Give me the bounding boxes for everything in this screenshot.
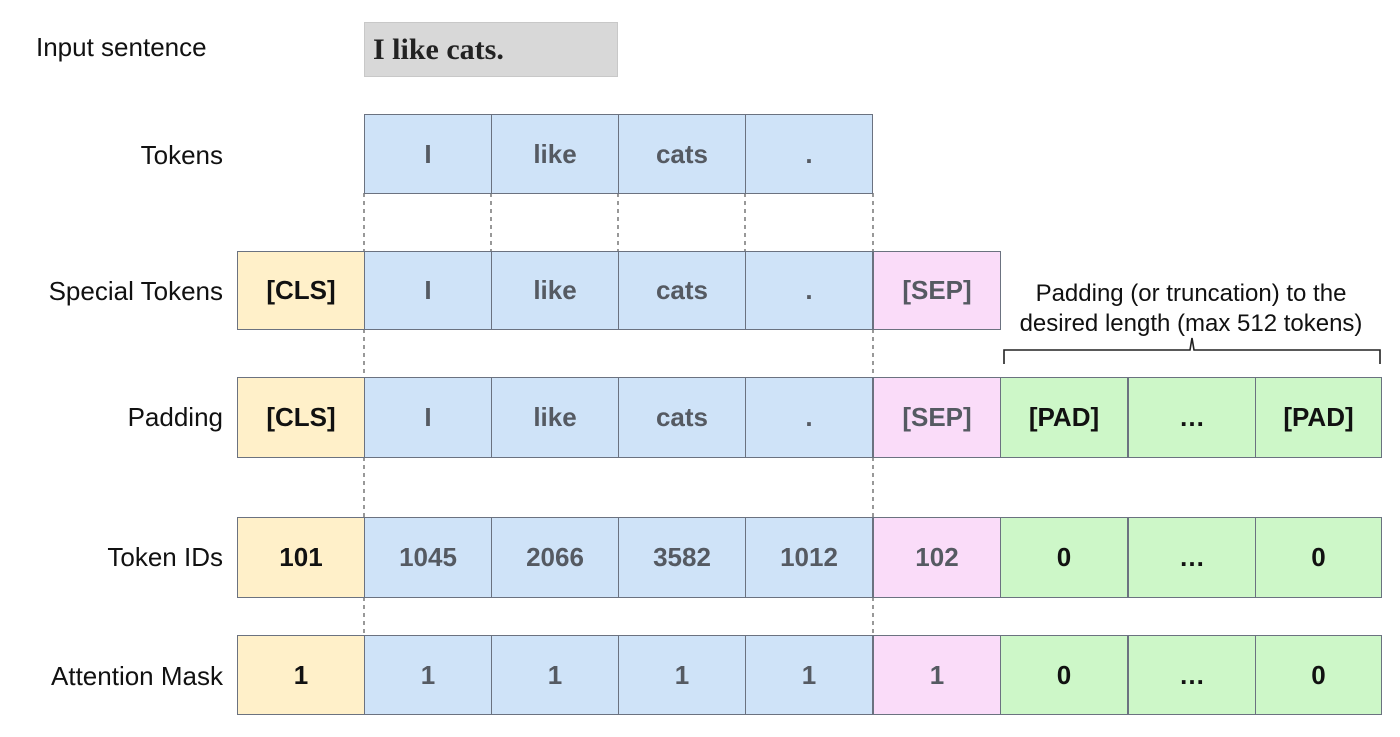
label-input-sentence: Input sentence [36, 32, 207, 62]
token-cell: I [364, 114, 492, 194]
token-id-cell: … [1128, 517, 1256, 598]
token-id-cell: 102 [873, 517, 1001, 598]
mask-value-cell: 1 [364, 635, 492, 715]
special-token-cell: [SEP] [873, 251, 1001, 330]
padding-token-cell: [CLS] [237, 377, 365, 458]
token-id-cell: 0 [1255, 517, 1382, 598]
padding-annotation: Padding (or truncation) to the desired l… [1000, 279, 1382, 339]
mask-value-cell: 0 [1255, 635, 1382, 715]
label-attention-mask: Attention Mask [51, 661, 223, 691]
padding-token-cell: [PAD] [1255, 377, 1382, 458]
mask-value-cell: 1 [745, 635, 873, 715]
token-id-cell: 101 [237, 517, 365, 598]
token-id-cell: 2066 [491, 517, 619, 598]
padding-token-cell: … [1128, 377, 1256, 458]
mask-value-cell: 1 [491, 635, 619, 715]
token-cell: . [745, 114, 873, 194]
annotation-line-1: Padding (or truncation) to the [1035, 280, 1347, 307]
padding-token-cell: I [364, 377, 492, 458]
mask-value-cell: … [1128, 635, 1256, 715]
padding-brace [1003, 337, 1381, 364]
mask-value-cell: 0 [1000, 635, 1128, 715]
padding-token-cell: [PAD] [1000, 377, 1128, 458]
special-token-cell: cats [618, 251, 746, 330]
token-id-cell: 3582 [618, 517, 746, 598]
special-token-cell: like [491, 251, 619, 330]
token-id-cell: 0 [1000, 517, 1128, 598]
padding-token-cell: like [491, 377, 619, 458]
token-id-cell: 1045 [364, 517, 492, 598]
label-token-ids: Token IDs [107, 542, 223, 572]
special-token-cell: I [364, 251, 492, 330]
mask-value-cell: 1 [873, 635, 1001, 715]
mask-value-cell: 1 [618, 635, 746, 715]
label-special-tokens: Special Tokens [48, 276, 223, 306]
token-id-cell: 1012 [745, 517, 873, 598]
label-tokens: Tokens [140, 140, 223, 170]
mask-value-cell: 1 [237, 635, 365, 715]
token-cell: cats [618, 114, 746, 194]
token-cell: like [491, 114, 619, 194]
padding-token-cell: . [745, 377, 873, 458]
label-padding: Padding [127, 402, 223, 432]
input-sentence-box: I like cats. [364, 22, 618, 77]
special-token-cell: [CLS] [237, 251, 365, 330]
padding-token-cell: [SEP] [873, 377, 1001, 458]
special-token-cell: . [745, 251, 873, 330]
annotation-line-2: desired length (max 512 tokens) [1019, 310, 1363, 337]
padding-token-cell: cats [618, 377, 746, 458]
